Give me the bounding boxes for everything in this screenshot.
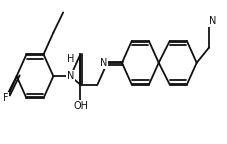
Text: H: H	[67, 54, 74, 64]
Text: OH: OH	[73, 101, 88, 111]
Text: N: N	[208, 16, 215, 26]
Text: F: F	[3, 93, 8, 103]
Text: O: O	[76, 101, 84, 111]
Text: N: N	[99, 58, 107, 68]
Text: N: N	[67, 71, 74, 81]
